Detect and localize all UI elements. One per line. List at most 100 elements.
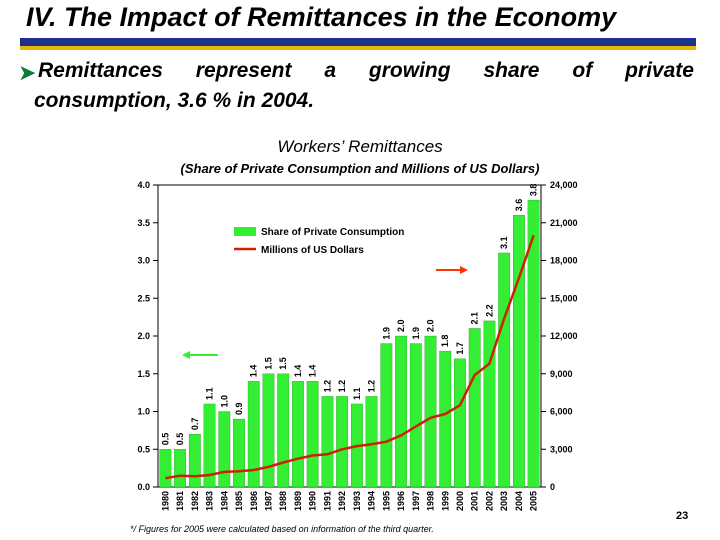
- footnote: */ Figures for 2005 were calculated base…: [130, 524, 434, 534]
- x-axis-tick-label: 2001: [470, 491, 480, 511]
- bar-value-label: 0.5: [160, 433, 170, 446]
- x-axis-tick-label: 1986: [249, 491, 259, 511]
- bar: [498, 252, 511, 488]
- right-axis-tick-label: 0: [550, 482, 555, 492]
- bar-value-label: 2.2: [484, 304, 494, 317]
- x-axis-tick-label: 1985: [234, 491, 244, 511]
- bar: [409, 343, 422, 488]
- bar-value-label: 1.5: [278, 357, 288, 370]
- x-axis-tick-label: 1982: [190, 491, 200, 511]
- bullet-word: share: [483, 59, 540, 82]
- title-rule: [20, 38, 696, 46]
- x-axis-tick-label: 1992: [337, 491, 347, 511]
- chart-subtitle: (Share of Private Consumption and Millio…: [180, 161, 540, 176]
- bar: [262, 373, 275, 488]
- bullet-arrow-icon: ➤: [18, 60, 37, 85]
- chart-title: Workers’ Remittances: [277, 137, 443, 156]
- legend-label-usd: Millions of US Dollars: [261, 245, 364, 256]
- bar: [306, 381, 319, 488]
- bar: [292, 381, 304, 488]
- x-axis-tick-label: 2000: [455, 491, 465, 511]
- bar: [218, 411, 231, 488]
- bar: [483, 320, 496, 488]
- x-axis-tick-label: 2004: [514, 491, 524, 511]
- x-axis-tick-label: 1988: [278, 491, 288, 511]
- x-axis-tick-label: 1987: [263, 491, 273, 511]
- left-axis-tick-label: 2.5: [137, 293, 150, 303]
- x-axis-tick-label: 2005: [529, 491, 539, 511]
- bar-value-label: 1.1: [205, 387, 215, 400]
- bar-value-label: 1.9: [381, 327, 391, 340]
- bar-value-label: 0.7: [190, 418, 200, 431]
- right-axis-arrow-icon: [460, 266, 468, 274]
- bar-value-label: 1.9: [411, 327, 421, 340]
- bar-value-label: 2.0: [396, 319, 406, 332]
- left-axis-tick-label: 2.0: [137, 331, 150, 341]
- left-axis-tick-label: 1.0: [137, 407, 150, 417]
- x-axis-tick-label: 1998: [426, 491, 436, 511]
- x-axis-tick-label: 1995: [381, 491, 391, 511]
- right-axis-tick-label: 21,000: [550, 218, 578, 228]
- x-axis-tick-label: 1993: [352, 491, 362, 511]
- left-axis-arrow-icon: [182, 351, 190, 359]
- bar-value-label: 1.5: [263, 357, 273, 370]
- bar-value-label: 3.8: [529, 184, 539, 197]
- bullet-word: represent: [195, 59, 292, 82]
- bar: [247, 381, 260, 488]
- bar: [424, 335, 437, 488]
- right-axis-tick-label: 9,000: [550, 369, 573, 379]
- bullet-word: growing: [368, 59, 451, 82]
- bar-value-label: 1.4: [293, 365, 303, 378]
- x-axis-tick-label: 1981: [175, 491, 185, 511]
- series-line-usd: [165, 234, 535, 480]
- bar: [513, 215, 525, 488]
- bullet-word: private: [625, 59, 694, 82]
- bar-value-label: 2.1: [470, 312, 480, 325]
- bar: [527, 199, 540, 488]
- bar-value-label: 1.7: [455, 342, 465, 355]
- bar: [468, 328, 481, 488]
- title-rule-accent: [20, 46, 696, 50]
- bar: [439, 350, 452, 488]
- x-axis-tick-label: 2003: [499, 491, 509, 511]
- bullet-line-2: consumption, 3.6 % in 2004.: [34, 89, 315, 112]
- x-axis-tick-label: 1991: [322, 491, 332, 511]
- left-axis-tick-label: 0.0: [137, 482, 150, 492]
- bar: [365, 396, 378, 488]
- bar: [395, 335, 407, 488]
- bar-value-label: 3.6: [514, 199, 524, 212]
- bar: [454, 358, 466, 488]
- left-axis-tick-label: 3.5: [137, 218, 150, 228]
- bar: [188, 433, 201, 488]
- bar-value-label: 1.2: [337, 380, 347, 393]
- bullet-word: of: [572, 59, 593, 82]
- x-axis-tick-label: 1980: [160, 491, 170, 511]
- left-axis-tick-label: 1.5: [137, 369, 150, 379]
- x-axis-tick-label: 1984: [219, 491, 229, 511]
- legend-swatch-share: [234, 227, 256, 236]
- left-axis-tick-label: 4.0: [137, 180, 150, 190]
- bar-value-label: 1.2: [322, 380, 332, 393]
- bar: [174, 449, 186, 488]
- bullet-point: Remittances represent a growing share of…: [34, 56, 694, 116]
- bar-value-label: 1.0: [219, 395, 229, 408]
- slide-title: IV. The Impact of Remittances in the Eco…: [26, 2, 617, 32]
- right-axis-tick-label: 12,000: [550, 331, 578, 341]
- bar: [277, 373, 290, 488]
- x-axis-tick-label: 1994: [367, 491, 377, 511]
- right-axis-tick-label: 6,000: [550, 407, 573, 417]
- x-axis-tick-label: 1999: [440, 491, 450, 511]
- bar-value-label: 1.8: [440, 335, 450, 348]
- bar-value-label: 0.9: [234, 403, 244, 416]
- left-axis-tick-label: 0.5: [137, 444, 150, 454]
- bar-value-label: 3.1: [499, 236, 509, 249]
- bar-value-label: 0.5: [175, 433, 185, 446]
- x-axis-tick-label: 1997: [411, 491, 421, 511]
- bullet-word: a: [324, 59, 337, 82]
- x-axis-tick-label: 1989: [293, 491, 303, 511]
- x-axis-tick-label: 1996: [396, 491, 406, 511]
- legend-label-share: Share of Private Consumption: [261, 227, 404, 238]
- bar: [380, 343, 393, 488]
- bar: [203, 403, 216, 488]
